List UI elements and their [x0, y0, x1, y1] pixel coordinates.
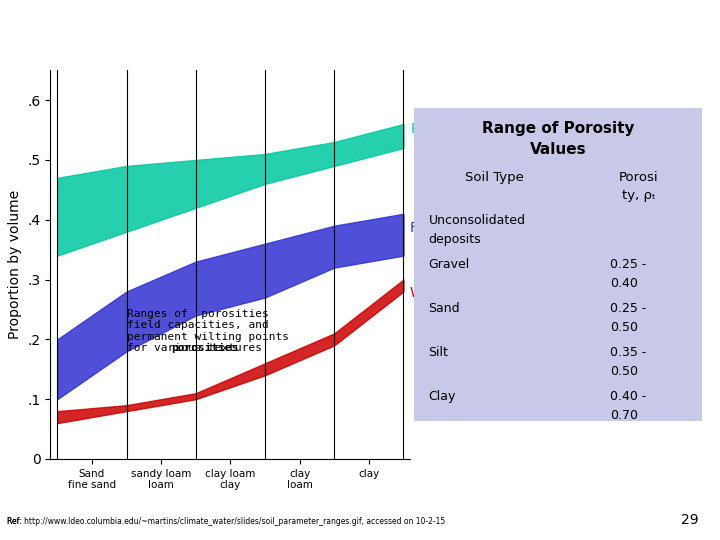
Text: Clay: Clay [428, 390, 456, 403]
Text: Ref:: Ref: [7, 517, 24, 526]
Text: Porosi: Porosi [618, 171, 659, 184]
Text: Sand: Sand [428, 302, 460, 315]
Text: 0.50: 0.50 [610, 321, 638, 334]
Text: 0.70: 0.70 [610, 409, 638, 422]
Text: 0.50: 0.50 [610, 365, 638, 378]
Text: Ranges of  porosities
field capacities, and
permanent wilting points
for various: Ranges of porosities field capacities, a… [127, 308, 289, 353]
Text: 0.35 -: 0.35 - [610, 346, 647, 359]
Text: 29: 29 [681, 512, 698, 526]
Text: Range of Porosity: Range of Porosity [482, 120, 634, 136]
Y-axis label: Proportion by volume: Proportion by volume [8, 190, 22, 339]
Text: 0.25 -: 0.25 - [610, 258, 647, 271]
Text: Values: Values [530, 143, 586, 158]
Text: ty, ρₜ: ty, ρₜ [621, 190, 656, 202]
Text: porosities: porosities [171, 343, 239, 353]
Text: Ref: http://www.ldeo.columbia.edu/~martins/climate_water/slides/soil_parameter_r: Ref: http://www.ldeo.columbia.edu/~marti… [7, 517, 446, 526]
FancyBboxPatch shape [414, 108, 702, 421]
Text: 0.25 -: 0.25 - [610, 302, 647, 315]
Text: 0.40 -: 0.40 - [610, 390, 647, 403]
Text: Wilting point: Wilting point [410, 287, 498, 300]
Text: Unconsolidated: Unconsolidated [428, 214, 526, 227]
Text: Porosity: Porosity [410, 122, 466, 136]
Text: 0.40: 0.40 [610, 277, 638, 290]
Text: Gravel: Gravel [428, 258, 469, 271]
Text: Soil Type: Soil Type [465, 171, 524, 184]
Text: Field capacity: Field capacity [410, 221, 506, 235]
Text: Silt: Silt [428, 346, 449, 359]
Text: deposits: deposits [428, 233, 481, 246]
